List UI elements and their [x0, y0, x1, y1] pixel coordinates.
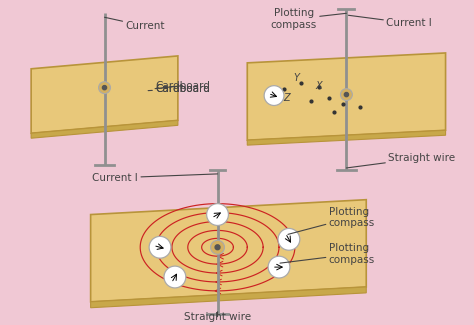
Circle shape — [268, 256, 290, 278]
Text: Plotting
compass: Plotting compass — [271, 8, 346, 30]
Circle shape — [340, 89, 352, 100]
Circle shape — [344, 93, 348, 97]
Polygon shape — [91, 200, 366, 302]
Text: Cardboard: Cardboard — [148, 84, 210, 94]
Polygon shape — [247, 53, 446, 140]
Polygon shape — [247, 130, 446, 145]
Text: Plotting
compass: Plotting compass — [280, 243, 375, 265]
Text: Plotting
compass: Plotting compass — [288, 207, 375, 234]
Polygon shape — [31, 56, 178, 133]
Text: Y: Y — [294, 73, 300, 83]
Circle shape — [210, 240, 225, 254]
Polygon shape — [91, 287, 366, 308]
Circle shape — [278, 228, 300, 250]
Circle shape — [207, 204, 228, 226]
Text: Straight wire: Straight wire — [184, 312, 251, 322]
Circle shape — [164, 266, 186, 288]
Text: Cardboard: Cardboard — [155, 84, 210, 94]
Circle shape — [264, 86, 284, 106]
Circle shape — [215, 245, 220, 250]
Circle shape — [149, 236, 171, 258]
Text: Current I: Current I — [348, 15, 432, 28]
Text: Z: Z — [283, 93, 290, 102]
Circle shape — [99, 82, 110, 94]
Text: X: X — [316, 81, 322, 91]
Circle shape — [102, 85, 107, 90]
Text: Straight wire: Straight wire — [346, 153, 455, 168]
Text: Cardboard: Cardboard — [155, 81, 210, 91]
Text: Current I: Current I — [92, 173, 218, 183]
Polygon shape — [31, 120, 178, 138]
Text: Current: Current — [104, 17, 165, 31]
